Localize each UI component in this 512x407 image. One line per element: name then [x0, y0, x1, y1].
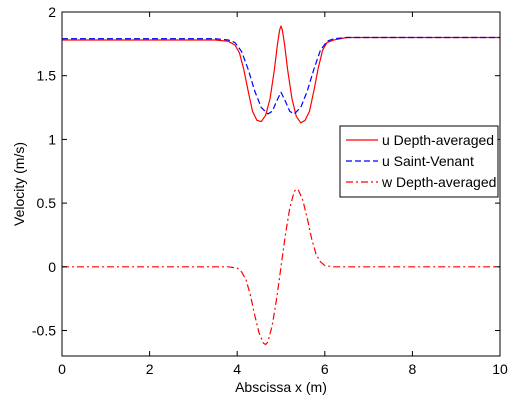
y-tick-label: 2 [48, 4, 56, 20]
legend: u Depth-averaged u Saint-Venant w Depth-av… [339, 125, 499, 198]
y-axis: -0.5 0 0.5 1 1.5 2 [32, 4, 500, 339]
plot-lines [62, 25, 500, 346]
x-tick-label: 6 [321, 361, 329, 377]
series-line-1 [62, 25, 500, 124]
series-line-2 [62, 36, 500, 115]
x-tick-label: 2 [146, 361, 154, 377]
y-axis-label: Velocity (m/s) [11, 142, 27, 226]
y-tick-label: 1.5 [37, 68, 57, 84]
legend-label-1: u Depth-averaged [382, 132, 494, 148]
x-tick-label: 0 [58, 361, 66, 377]
plot-area-frame [61, 11, 501, 357]
y-tick-label: 0 [48, 259, 56, 275]
legend-label-2: u Saint-Venant [382, 153, 474, 169]
x-axis: 0 2 4 6 8 10 [58, 12, 508, 377]
y-tick-label: 1 [48, 131, 56, 147]
x-axis-label: Abscissa x (m) [235, 379, 327, 395]
x-tick-label: 8 [409, 361, 417, 377]
y-tick-label: -0.5 [32, 323, 56, 339]
series-line-3 [62, 188, 500, 346]
y-tick-label: 0.5 [37, 195, 57, 211]
x-tick-label: 4 [233, 361, 241, 377]
legend-label-3: w Depth-averaged [381, 174, 496, 190]
x-tick-label: 10 [492, 361, 508, 377]
